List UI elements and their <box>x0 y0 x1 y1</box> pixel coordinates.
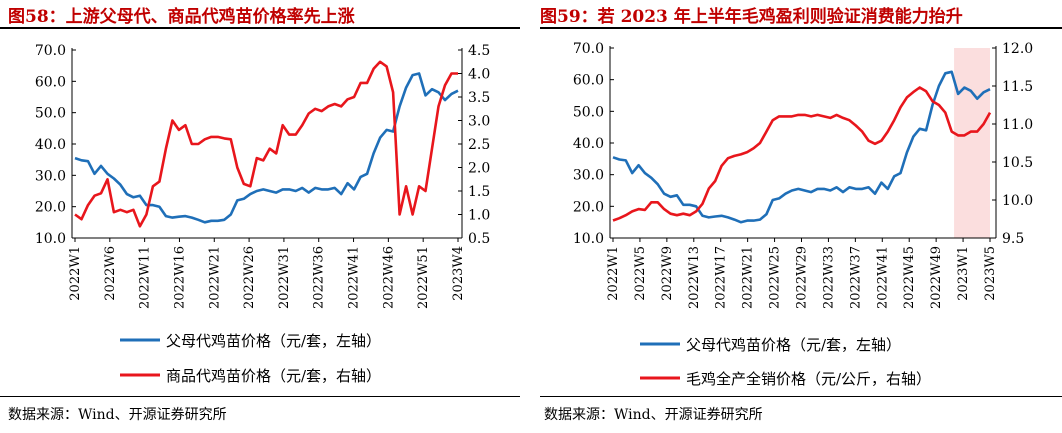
left-tick-label: 70.0 <box>573 41 604 57</box>
series-line-blue <box>612 70 991 224</box>
x-tick-label: 2022W1 <box>606 246 621 301</box>
chart-fig59: 10.0 20.0 30.0 40.0 50.0 60.0 70.0 9.5 10.0 10.5 1… <box>573 41 1033 388</box>
left-tick-label: 20.0 <box>35 200 66 216</box>
x-tick-label: 2022W45 <box>902 246 917 309</box>
right-tick-label: 1.5 <box>468 184 490 200</box>
series-line-blue <box>74 72 459 224</box>
legend-label-blue: 父母代鸡苗价格（元/套，左轴） <box>166 332 381 350</box>
source-rule-fig58 <box>0 396 520 397</box>
right-tick-label: 3.5 <box>468 90 490 106</box>
x-tick-label: 2022W6 <box>103 246 118 301</box>
right-tick-label: 1.0 <box>468 208 490 224</box>
left-tick-label: 50.0 <box>573 104 604 120</box>
series-line-red <box>612 86 992 222</box>
left-tick-label: 60.0 <box>35 74 66 90</box>
right-tick-label: 10.0 <box>1002 193 1033 209</box>
title-rule-fig59 <box>540 27 1062 29</box>
source-note-fig59: 数据来源：Wind、开源证券研究所 <box>544 407 763 423</box>
left-tick-label: 50.0 <box>35 106 66 122</box>
x-tick-label: 2022W41 <box>875 246 890 309</box>
x-tick-label: 2022W16 <box>172 246 187 309</box>
source-note-fig58: 数据来源：Wind、开源证券研究所 <box>8 407 227 423</box>
x-tick-label: 2022W29 <box>795 246 810 309</box>
x-tick-label: 2022W36 <box>312 246 327 309</box>
x-tick-label: 2022W25 <box>768 246 783 309</box>
right-tick-label: 9.5 <box>1002 231 1024 247</box>
left-tick-label: 60.0 <box>573 73 604 89</box>
right-tick-label: 11.5 <box>1002 79 1033 95</box>
right-tick-label: 12.0 <box>1002 41 1033 57</box>
left-tick-label: 10.0 <box>35 231 66 247</box>
x-tick-label: 2022W49 <box>929 246 944 309</box>
left-tick-label: 30.0 <box>573 168 604 184</box>
right-tick-label: 2.0 <box>468 161 490 177</box>
x-tick-label: 2022W26 <box>242 246 257 309</box>
title-rule-fig58 <box>0 27 520 29</box>
x-tick-label: 2022W21 <box>741 246 756 309</box>
x-tick-label: 2022W31 <box>277 246 292 309</box>
left-tick-label: 10.0 <box>573 231 604 247</box>
chart-title-fig58: 图58：上游父母代、商品代鸡苗价格率先上涨 <box>8 7 355 27</box>
x-tick-label: 2022W5 <box>633 246 648 301</box>
chart-fig58: 10.0 20.0 30.0 40.0 50.0 60.0 70.0 0.5 1.0 1.5 2.0… <box>35 43 490 385</box>
x-tick-label: 2023W5 <box>983 246 998 301</box>
x-tick-label: 2022W37 <box>848 246 863 309</box>
right-tick-label: 11.0 <box>1002 117 1033 133</box>
x-tick-label: 2022W17 <box>714 246 729 309</box>
left-tick-label: 20.0 <box>573 199 604 215</box>
x-tick-label: 2022W33 <box>821 246 836 309</box>
left-tick-label: 40.0 <box>573 136 604 152</box>
shaded-region <box>954 48 990 238</box>
left-tick-label: 30.0 <box>35 168 66 184</box>
right-tick-label: 3.0 <box>468 114 490 130</box>
legend-label-red: 毛鸡全产全销价格（元/公斤，右轴） <box>686 370 931 388</box>
chart-title-fig59: 图59：若 2023 年上半年毛鸡盈利则验证消费能力抬升 <box>540 7 963 27</box>
x-tick-label: 2022W11 <box>138 246 153 309</box>
x-tick-label: 2022W13 <box>687 246 702 309</box>
x-tick-label: 2022W41 <box>347 246 362 309</box>
right-tick-label: 10.5 <box>1002 155 1033 171</box>
x-tick-label: 2022W46 <box>381 246 396 309</box>
x-tick-label: 2022W51 <box>416 246 431 309</box>
source-rule-fig59 <box>540 396 1062 397</box>
right-tick-label: 0.5 <box>468 231 490 247</box>
x-tick-label: 2023W4 <box>451 246 466 301</box>
legend-label-blue: 父母代鸡苗价格（元/套，左轴） <box>686 336 901 354</box>
x-tick-label: 2023W1 <box>956 246 971 301</box>
right-tick-label: 4.5 <box>468 43 490 59</box>
legend-label-red: 商品代鸡苗价格（元/套，右轴） <box>166 367 381 385</box>
series-line-red <box>74 60 458 228</box>
x-tick-label: 2022W9 <box>660 246 675 301</box>
left-tick-label: 70.0 <box>35 43 66 59</box>
right-tick-label: 4.0 <box>468 67 490 83</box>
x-tick-label: 2022W1 <box>68 246 83 301</box>
x-tick-label: 2022W21 <box>207 246 222 309</box>
right-tick-label: 2.5 <box>468 137 490 153</box>
left-tick-label: 40.0 <box>35 137 66 153</box>
